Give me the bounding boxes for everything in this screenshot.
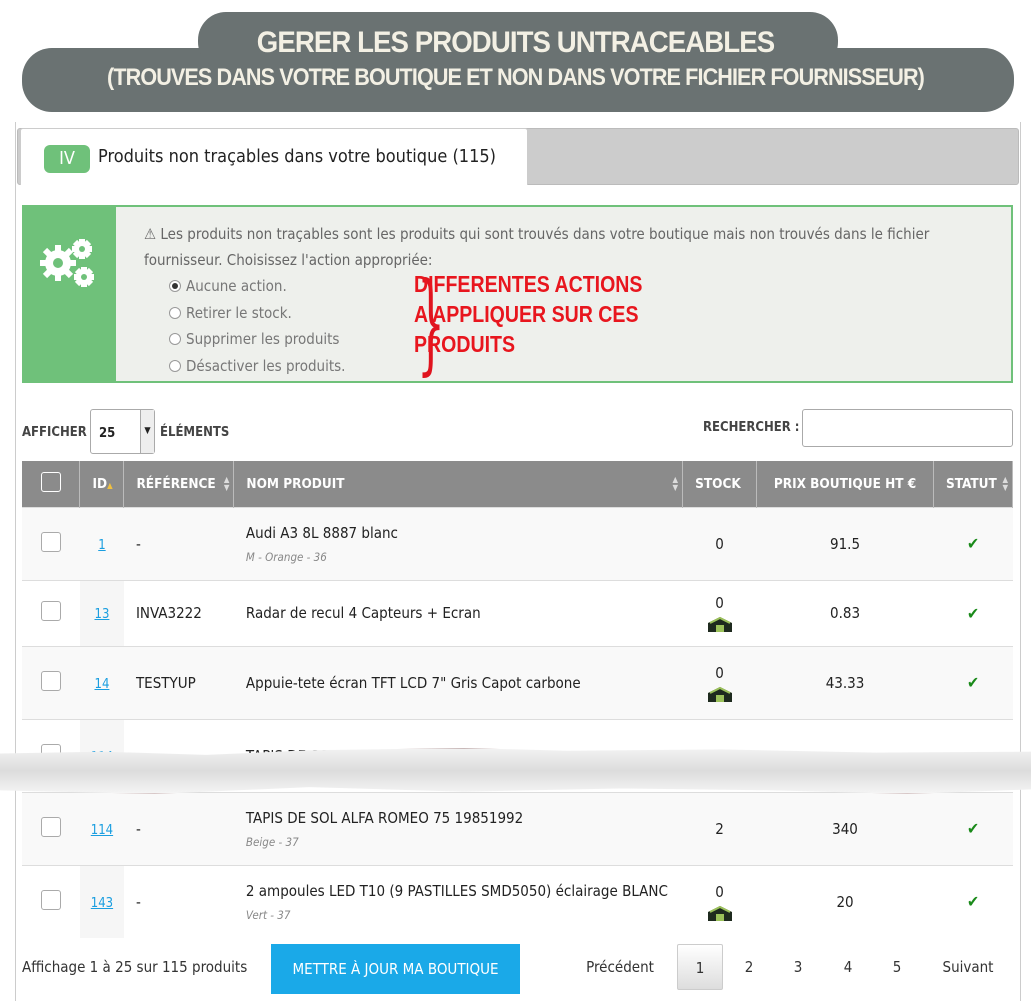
- product-variant: M - Orange - 36: [245, 549, 327, 564]
- stock-value: 0: [715, 594, 724, 612]
- annotation-brace: }: [417, 258, 445, 386]
- product-name: 2 ampoules LED T10 (9 PASTILLES SMD5050)…: [245, 881, 668, 900]
- table-row: 14 TESTYUP Appuie-tete écran TFT LCD 7" …: [22, 645, 1013, 719]
- check-icon: ✔: [966, 892, 980, 912]
- alert-text: Les produits non traçables sont les prod…: [144, 225, 930, 269]
- info-alert: ⚠ Les produits non traçables sont les pr…: [22, 205, 1013, 383]
- warehouse-icon: [707, 686, 732, 702]
- page-4-button[interactable]: 4: [843, 958, 853, 976]
- prev-page-button[interactable]: Précédent: [586, 958, 654, 976]
- stock-value: 0: [715, 882, 724, 901]
- price: 20: [756, 864, 934, 938]
- tab-label: Produits non traçables dans votre boutiq…: [98, 146, 496, 167]
- select-all-checkbox[interactable]: [40, 471, 61, 492]
- row-checkbox[interactable]: [40, 889, 61, 910]
- product-name: Audi A3 8L 8887 blanc: [245, 523, 398, 542]
- col-name[interactable]: NOM PRODUIT ▲ ▼: [233, 461, 684, 507]
- reference: INVA3222: [123, 579, 234, 646]
- page-5-button[interactable]: 5: [892, 958, 902, 976]
- stock-value: 2: [715, 819, 724, 838]
- price: 340: [756, 791, 934, 865]
- warehouse-icon: [707, 616, 732, 632]
- table-row: 143 - 2 ampoules LED T10 (9 PASTILLES SM…: [22, 864, 1013, 938]
- show-label: AFFICHER: [22, 425, 87, 440]
- product-variant: Vert - 37: [245, 907, 291, 922]
- product-id-link[interactable]: 14: [94, 676, 110, 692]
- product-id-link[interactable]: 114: [90, 822, 114, 838]
- warehouse-icon: [707, 905, 732, 921]
- col-status[interactable]: STATUT ▲ ▼: [933, 461, 1014, 507]
- price: 43.33: [756, 645, 934, 719]
- row-checkbox[interactable]: [40, 531, 61, 552]
- tab-untraceable-products[interactable]: IV Produits non traçables dans votre bou…: [20, 128, 528, 185]
- page-3-button[interactable]: 3: [793, 958, 803, 976]
- product-variant: Beige - 37: [245, 834, 299, 849]
- gears-icon: [24, 207, 116, 381]
- page-1-button[interactable]: 1: [677, 944, 723, 990]
- product-name: Appuie-tete écran TFT LCD 7" Gris Capot …: [245, 673, 581, 692]
- col-id[interactable]: ID▲: [79, 461, 125, 507]
- check-icon: ✔: [966, 534, 980, 553]
- table-row: 13 INVA3222 Radar de recul 4 Capteurs + …: [22, 579, 1013, 646]
- radio-no-action[interactable]: Aucune action.: [169, 273, 345, 300]
- next-page-button[interactable]: Suivant: [942, 958, 994, 976]
- search-input[interactable]: [802, 409, 1013, 447]
- table-row: 1 - Audi A3 8L 8887 blanc M - Orange - 36…: [22, 506, 1013, 580]
- table-info: Affichage 1 à 25 sur 115 produits: [22, 958, 248, 976]
- reference: -: [123, 791, 234, 865]
- price: 91.5: [756, 506, 934, 580]
- reference: TESTYUP: [123, 645, 234, 719]
- product-id-link[interactable]: 13: [94, 607, 110, 622]
- col-reference[interactable]: RÉFÉRENCE ▲ ▼: [123, 461, 235, 507]
- check-icon: ✔: [966, 819, 980, 838]
- table-row: 114 - TAPIS DE SOL ALFA ROMEO 75 1985199…: [22, 791, 1013, 865]
- product-name: TAPIS DE SOL ALFA ROMEO 75 19851992: [245, 808, 524, 827]
- warning-icon: ⚠: [144, 225, 157, 243]
- reference: -: [123, 864, 234, 938]
- products-table: ID▲ RÉFÉRENCE ▲ ▼ NOM PRODUIT ▲ ▼ STOCK PRIX…: [22, 461, 1014, 938]
- col-stock: STOCK: [682, 461, 758, 507]
- radio-remove-stock[interactable]: Retirer le stock.: [169, 300, 345, 327]
- stock-value: 0: [715, 534, 724, 553]
- radio-disable-products[interactable]: Désactiver les produits.: [169, 353, 345, 380]
- caret-down-icon: ▼: [140, 410, 154, 453]
- reference: -: [123, 506, 234, 580]
- product-name: Radar de recul 4 Capteurs + Ecran: [245, 604, 481, 622]
- page-size-select[interactable]: 25 ▼: [90, 409, 155, 454]
- update-shop-button[interactable]: METTRE À JOUR MA BOUTIQUE: [271, 944, 520, 994]
- product-id-link[interactable]: 143: [90, 895, 114, 911]
- panel: [15, 122, 1021, 1001]
- search-label: RECHERCHER :: [703, 420, 800, 435]
- row-checkbox[interactable]: [40, 670, 61, 691]
- page-2-button[interactable]: 2: [744, 958, 754, 976]
- col-price: PRIX BOUTIQUE HT €: [756, 461, 934, 507]
- title-banner: GERER LES PRODUITS UNTRACEABLES (TROUVES…: [0, 0, 1031, 118]
- product-id-link[interactable]: 1: [98, 537, 106, 553]
- check-icon: ✔: [966, 673, 980, 692]
- banner-subtitle: (TROUVES DANS VOTRE BOUTIQUE ET NON DANS…: [107, 64, 925, 91]
- banner-title: GERER LES PRODUITS UNTRACEABLES: [256, 26, 775, 59]
- elements-label: ÉLÉMENTS: [160, 425, 230, 440]
- row-checkbox[interactable]: [40, 601, 61, 621]
- action-radio-group: Aucune action. Retirer le stock. Supprim…: [169, 273, 345, 379]
- radio-delete-products[interactable]: Supprimer les produits: [169, 326, 345, 353]
- check-icon: ✔: [966, 603, 980, 623]
- step-badge: IV: [44, 145, 90, 173]
- torn-page-cut: [0, 748, 1031, 794]
- annotation-text: DIFFERENTES ACTIONS A APPLIQUER SUR CES PR…: [414, 271, 643, 357]
- price: 0.83: [756, 579, 934, 646]
- row-checkbox[interactable]: [40, 816, 61, 837]
- stock-value: 0: [715, 663, 724, 682]
